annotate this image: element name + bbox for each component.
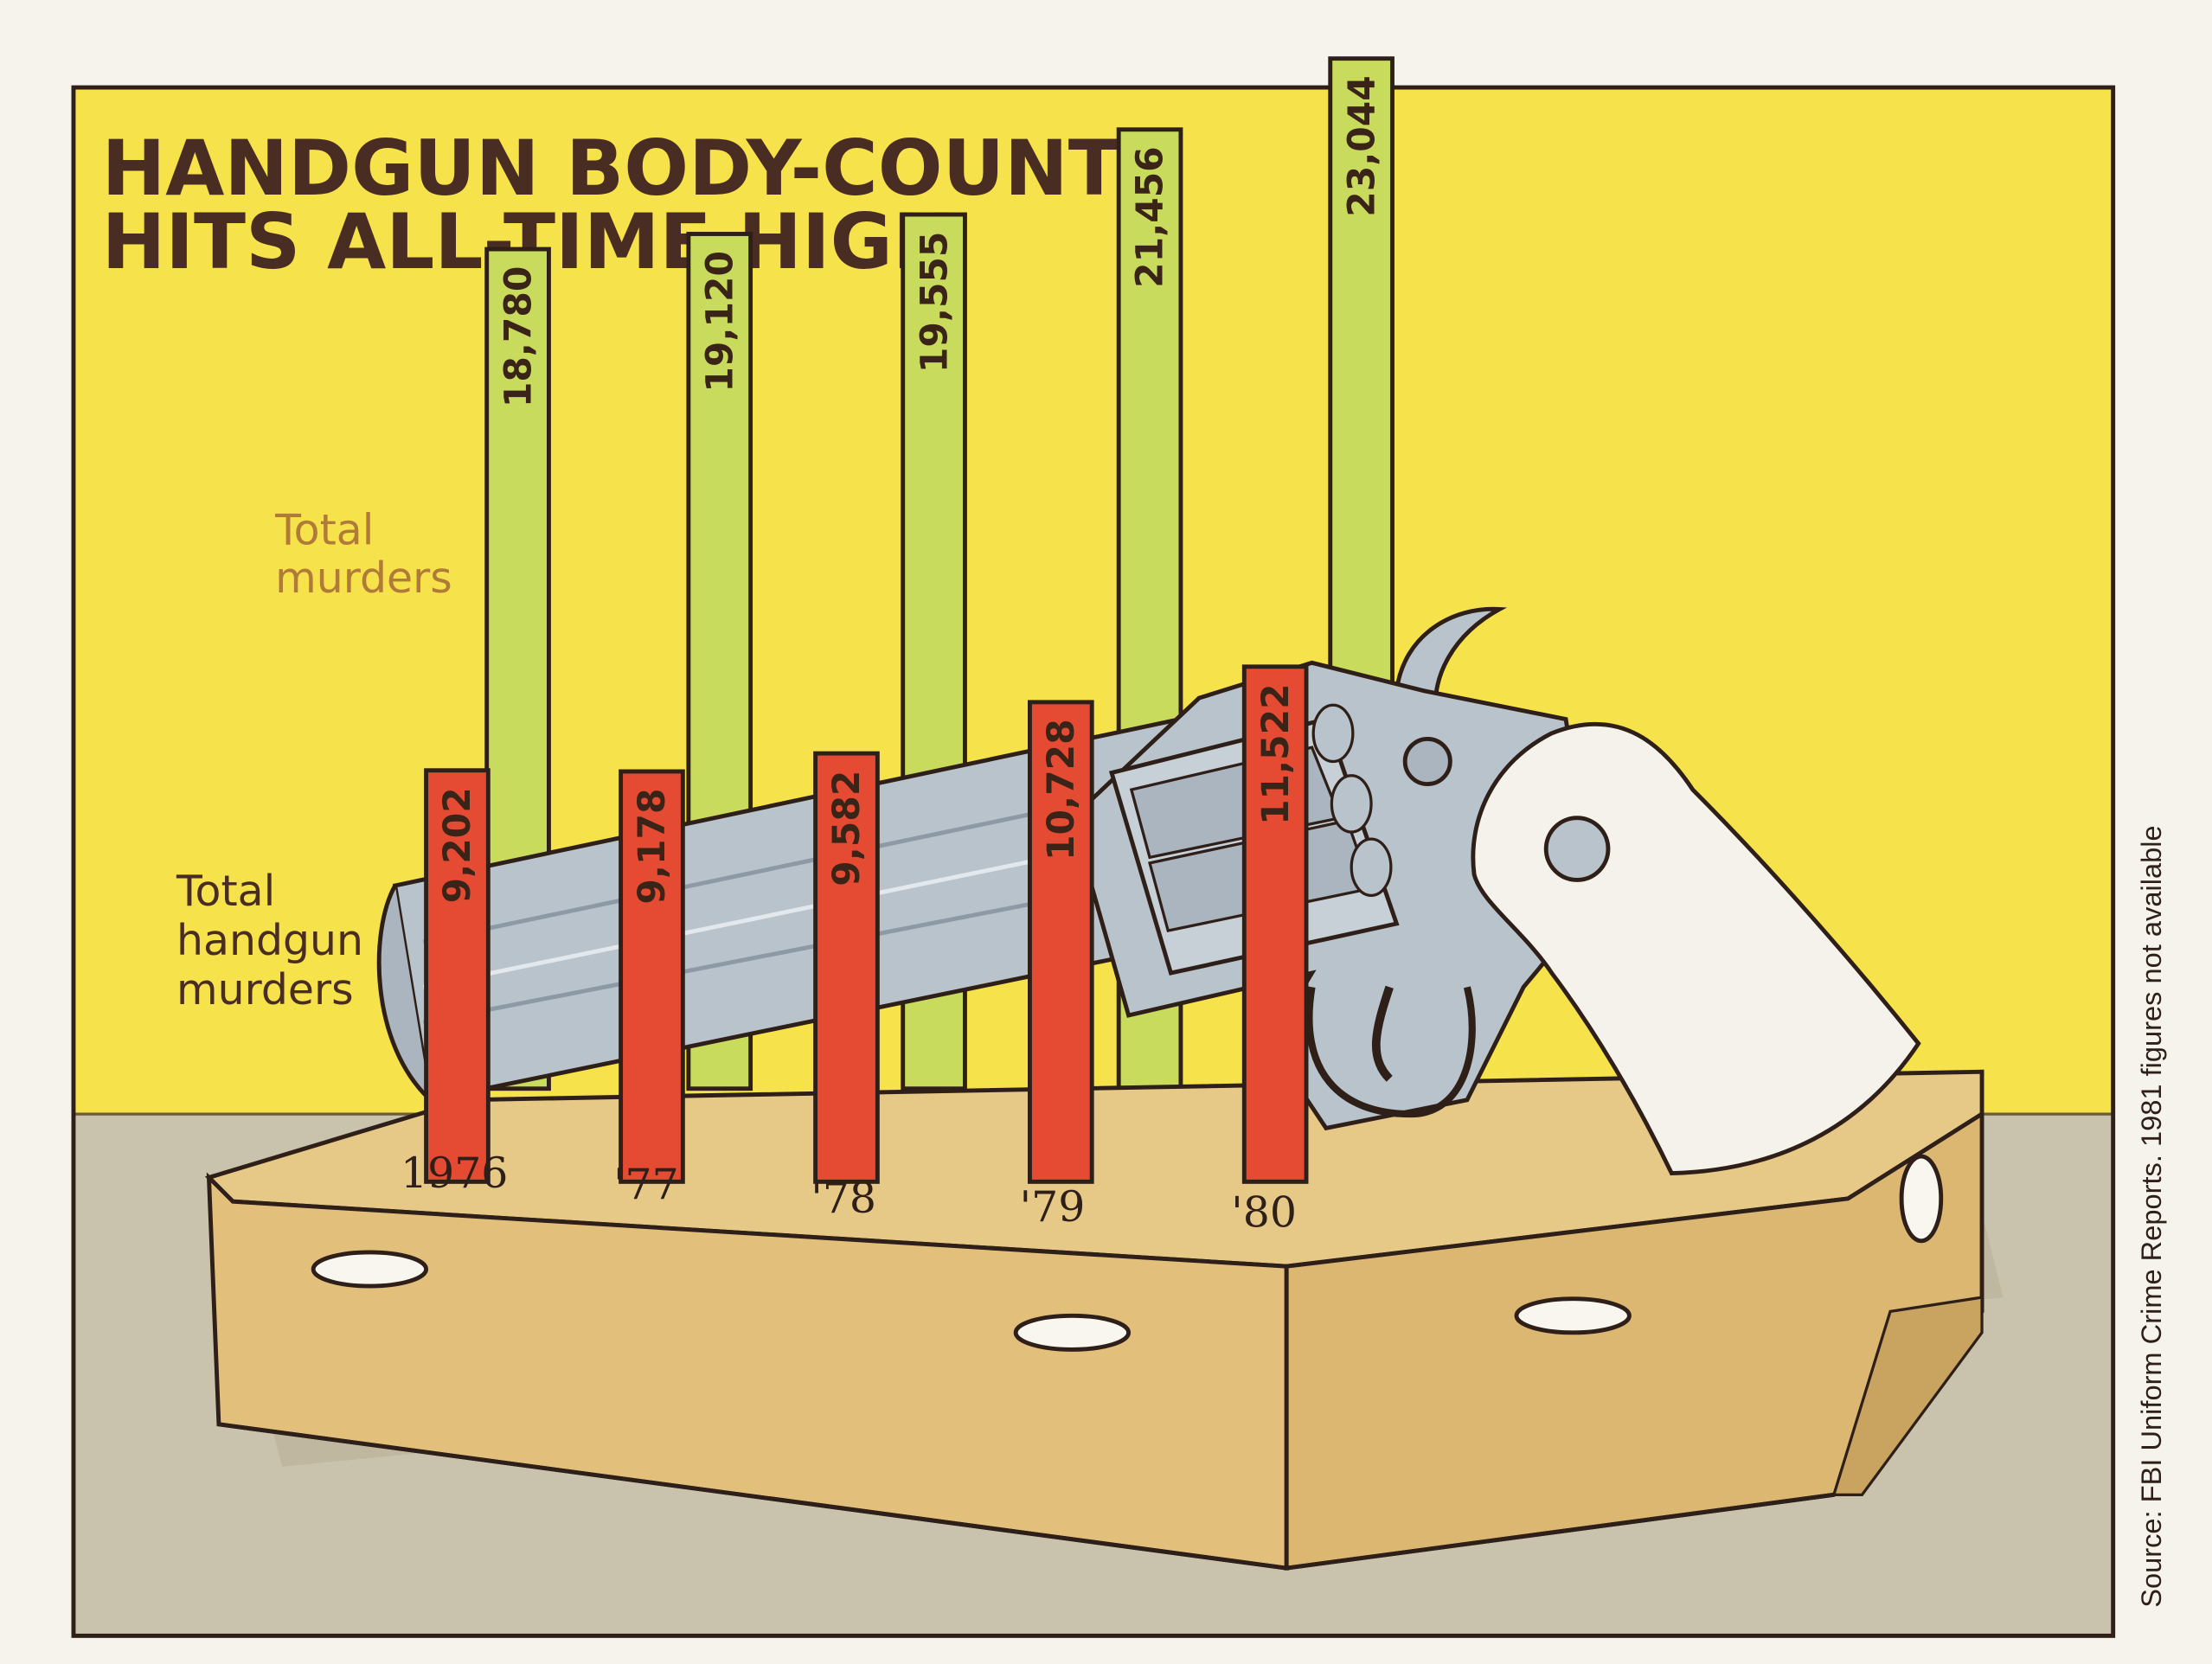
frame-border (71, 85, 2116, 1638)
coffin-handle (1514, 1296, 1632, 1335)
year-label: '80 (1231, 1188, 1297, 1238)
series-label-total-murders-line-1: Total (274, 505, 374, 554)
coffin-handle (1899, 1154, 1944, 1244)
total-murders-value-label: 18,780 (497, 266, 539, 408)
coffin-handle (311, 1250, 429, 1289)
chart-title-line-1: HANDGUN BODY-COUNT (102, 124, 1120, 213)
handgun-murders-value-label: 9,202 (436, 787, 478, 903)
coffin-illustration (204, 1069, 1984, 1571)
year-label: 1976 (401, 1149, 508, 1198)
source-note: Source: FBI Uniform Crime Reports. 1981 … (2135, 825, 2167, 1607)
handgun-murders-value-label: 9,582 (825, 771, 868, 886)
revolver-hammer (1394, 606, 1508, 716)
handgun-murders-value-label: 10,728 (1040, 719, 1082, 861)
revolver-grip-screw (1543, 816, 1611, 882)
handgun-murders-bars: 9,202 9,178 9,582 10,728 11,522 (424, 664, 1309, 1184)
series-label-handgun-murders-line-3: murders (176, 965, 354, 1014)
handgun-murders-bar (1241, 664, 1309, 1184)
year-labels: 1976 '77 '78 '79 '80 (401, 1149, 1297, 1238)
coffin-handle (1013, 1313, 1132, 1352)
revolver-trigger-guard (1305, 986, 1476, 1118)
total-murders-value-label: 19,120 (698, 251, 741, 393)
year-label: '78 (811, 1174, 876, 1223)
coffin-base-edge (218, 1422, 1835, 1571)
series-label-total-murders-line-2: murders (275, 554, 452, 603)
year-label: '77 (613, 1160, 679, 1209)
year-label: '79 (1020, 1182, 1086, 1232)
total-murders-value-label: 19,555 (913, 232, 955, 374)
handgun-murders-bar (424, 768, 490, 1184)
total-murders-value-label: 23,044 (1340, 75, 1382, 217)
total-murders-value-label: 21,456 (1129, 146, 1171, 288)
handgun-murders-value-label: 9,178 (631, 789, 673, 905)
series-label-handgun-murders-line-1: Total (176, 867, 275, 916)
revolver-trigger (1371, 985, 1394, 1082)
handgun-murders-bar (619, 769, 685, 1184)
handgun-murders-bar (1028, 700, 1094, 1184)
revolver-muzzle (376, 884, 433, 1102)
coffin-end-panel (1831, 1296, 1984, 1496)
handgun-murders-value-label: 11,522 (1254, 683, 1297, 825)
handgun-murders-bar (813, 751, 880, 1184)
revolver-screw (1402, 736, 1452, 787)
series-label-handgun-murders-line-2: handgun (176, 916, 363, 965)
